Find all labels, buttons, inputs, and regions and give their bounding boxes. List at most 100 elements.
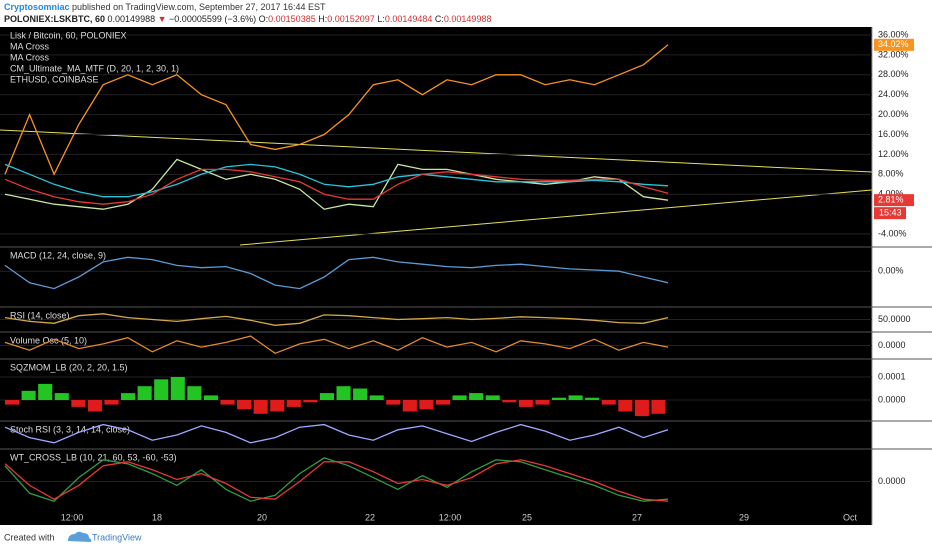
last-value-label: 2.81% (878, 195, 904, 205)
l: 0.00149484 (385, 14, 433, 24)
pane-title: Volume Osc (5, 10) (10, 335, 87, 345)
down-arrow: ▼ (158, 14, 167, 24)
histogram-bar (286, 400, 301, 407)
y-tick-label: 0.0000 (878, 340, 906, 350)
footer-text: Created with (4, 532, 55, 542)
last-value-label: 34.02% (878, 39, 909, 49)
pane-title: MACD (12, 24, close, 9) (10, 250, 106, 260)
histogram-bar (336, 386, 351, 400)
histogram-bar (5, 400, 20, 405)
y-tick-label: 0.0001 (878, 371, 906, 381)
histogram-bar (568, 395, 583, 400)
histogram-bar (502, 400, 517, 403)
footer-brand[interactable]: TradingView (92, 532, 142, 542)
histogram-bar (551, 397, 567, 400)
series-line (4, 256, 669, 290)
h-label: H: (318, 14, 327, 24)
histogram-bar (319, 393, 335, 400)
histogram-bar (369, 395, 384, 400)
h: 0.00152097 (327, 14, 375, 24)
y-tick-label: 32.00% (878, 49, 909, 59)
y-tick-label: 12.00% (878, 149, 909, 159)
series-line (4, 158, 669, 210)
pane-title: WT_CROSS_LB (10, 21, 60, 53, -60, -53) (10, 452, 177, 462)
y-tick-label: 0.0000 (878, 476, 906, 486)
series-line (4, 335, 669, 355)
histogram-bar (21, 390, 36, 400)
x-tick-label: 27 (632, 512, 642, 522)
pane-title: Lisk / Bitcoin, 60, POLONIEX (10, 30, 127, 40)
c-label: C: (435, 14, 444, 24)
indicator-label: CM_Ultimate_MA_MTF (D, 20, 1, 2, 30, 1) (10, 63, 179, 73)
last-value-badge (874, 38, 914, 51)
o: 0.00150385 (268, 14, 316, 24)
histogram-bar (220, 400, 235, 405)
x-tick-label: 20 (257, 512, 267, 522)
y-tick-label: 0.0000 (878, 394, 906, 404)
x-tick-label: 18 (152, 512, 162, 522)
symbol: POLONIEX:LSKBTC, 60 (4, 14, 105, 24)
last-price: 0.00149988 (108, 14, 156, 24)
y-tick-label: 24.00% (878, 89, 909, 99)
histogram-bar (535, 400, 550, 405)
histogram-bar (303, 400, 318, 403)
published: published on TradingView.com, September … (72, 2, 326, 12)
histogram-bar (237, 400, 252, 410)
histogram-bar (71, 400, 86, 407)
y-tick-label: -4.00% (878, 228, 907, 238)
x-tick-label: 29 (739, 512, 749, 522)
histogram-bar (386, 400, 401, 405)
histogram-bar (170, 377, 185, 400)
symbol-line: POLONIEX:LSKBTC, 60 0.00149988 ▼ −0.0000… (4, 14, 491, 24)
histogram-bar (353, 388, 368, 400)
histogram-bar (618, 400, 633, 412)
histogram-bar (402, 400, 417, 412)
last-value-badge (874, 194, 914, 207)
histogram-bar (270, 400, 285, 412)
x-tick-label: Oct (843, 512, 858, 522)
histogram-bar (154, 379, 169, 400)
histogram-bar (469, 393, 484, 400)
logo (68, 531, 92, 542)
y-tick-label: 16.00% (878, 129, 909, 139)
x-tick-label: 12:00 (439, 512, 462, 522)
histogram-bar (601, 400, 616, 405)
histogram-bar (54, 393, 69, 400)
histogram-bar (38, 383, 53, 400)
histogram-bar (435, 400, 451, 405)
x-tick-label: 25 (522, 512, 532, 522)
y-tick-label: 8.00% (878, 169, 904, 179)
histogram-bar (87, 400, 102, 412)
histogram-bar (137, 386, 152, 400)
chart-bg (0, 27, 872, 525)
histogram-bar (104, 400, 119, 405)
countdown: 15:43 (879, 208, 902, 218)
countdown-badge (874, 207, 906, 220)
footer-bg (0, 526, 932, 550)
y-tick-label: 28.00% (878, 69, 909, 79)
y-tick-label: 50.0000 (878, 314, 911, 324)
pane-title: Stoch RSI (3, 3, 14, 14, close) (10, 424, 130, 434)
histogram-bar (203, 395, 218, 400)
histogram-bar (634, 400, 649, 417)
series-line (4, 313, 669, 326)
indicator-label: ETHUSD, COINBASE (10, 74, 99, 84)
l-label: L: (377, 14, 385, 24)
trend-line (239, 189, 873, 246)
pane-title: RSI (14, close) (10, 310, 70, 320)
x-tick-label: 22 (365, 512, 375, 522)
histogram-bar (253, 400, 268, 414)
histogram-bar (485, 395, 500, 400)
y-tick-label: 4.00% (878, 189, 904, 199)
histogram-bar (419, 400, 434, 410)
author[interactable]: Cryptosomniac (4, 2, 70, 12)
header-bg (0, 0, 932, 26)
trend-line (0, 129, 873, 173)
indicator-label: MA Cross (10, 41, 50, 51)
series-line (4, 423, 669, 444)
series-line (4, 459, 669, 502)
c: 0.00149988 (444, 14, 492, 24)
histogram-bar (518, 400, 533, 407)
